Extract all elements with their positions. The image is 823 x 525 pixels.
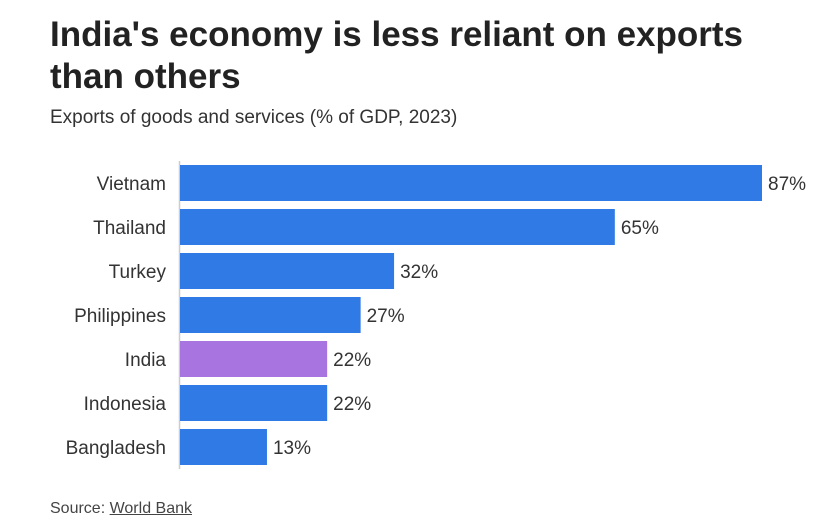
value-label-philippines: 27% [367,306,405,327]
source-link[interactable]: World Bank [109,500,192,517]
value-label-vietnam: 87% [768,174,806,195]
bar-bangladesh [180,429,267,465]
source-note: Source: World Bank [50,500,192,518]
bar-thailand [180,209,615,245]
category-label-india: India [125,350,167,371]
value-label-indonesia: 22% [333,394,371,415]
bar-india [180,341,328,377]
bars-layer: Vietnam 87% Thailand 65% Turkey 32% Philippine… [66,161,806,469]
bar-vietnam [180,165,762,201]
category-label-bangladesh: Bangladesh [66,438,166,459]
bar-turkey [180,253,395,289]
value-label-india: 22% [333,350,371,371]
value-label-turkey: 32% [400,262,438,283]
value-label-bangladesh: 13% [273,438,311,459]
value-label-thailand: 65% [621,218,659,239]
chart-title: India's economy is less reliant on expor… [50,15,743,96]
bar-chart: Vietnam 87% Thailand 65% Turkey 32% Philippine… [66,161,806,469]
category-label-thailand: Thailand [93,218,166,239]
source-prefix: Source: [50,500,110,517]
category-label-vietnam: Vietnam [97,174,166,195]
bar-indonesia [180,385,328,421]
category-label-indonesia: Indonesia [84,394,167,415]
category-label-turkey: Turkey [109,262,167,283]
chart-subtitle: Exports of goods and services (% of GDP,… [50,107,458,128]
bar-philippines [180,297,361,333]
category-label-philippines: Philippines [74,306,166,327]
